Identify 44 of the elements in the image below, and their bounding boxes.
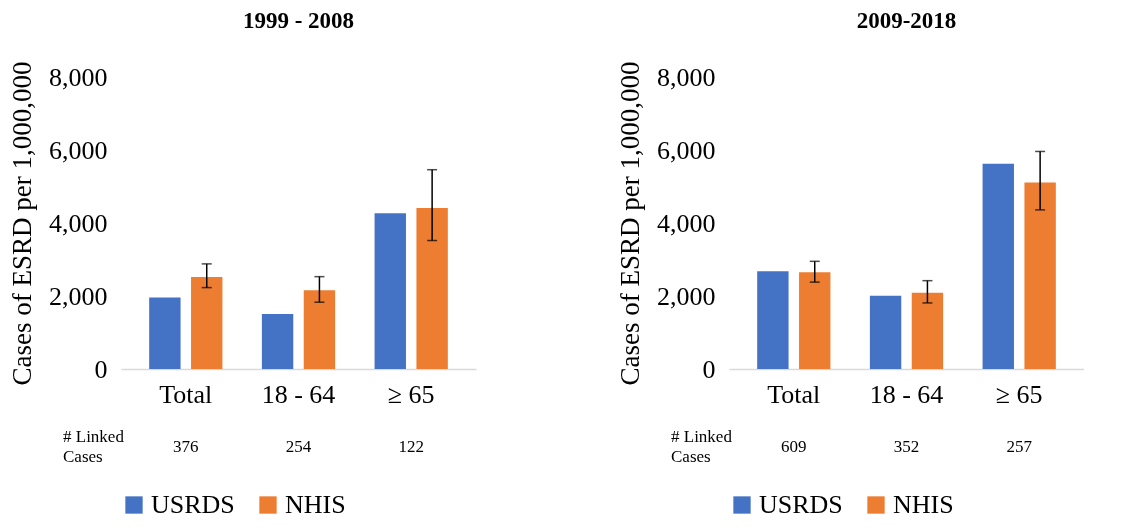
bar xyxy=(149,297,181,369)
x-tick-label: 18 - 64 xyxy=(869,379,944,409)
y-axis-title: Cases of ESRD per 1,000,000 xyxy=(7,61,37,386)
bar xyxy=(191,277,223,369)
legend-label: NHIS xyxy=(893,490,954,519)
chart-title: 2009-2018 xyxy=(856,8,957,34)
x-tick-label: ≥ 65 xyxy=(995,379,1043,409)
text: 376 xyxy=(173,437,199,456)
y-tick-label: 2,000 xyxy=(49,281,108,311)
chart-title: 1999 - 2008 xyxy=(242,8,355,34)
y-tick-label: 8,000 xyxy=(657,62,716,92)
x-tick-label: Total xyxy=(767,379,821,409)
y-tick-label: 8,000 xyxy=(49,62,108,92)
y-tick-label: 0 xyxy=(702,354,716,384)
bar xyxy=(757,271,789,369)
text: 352 xyxy=(893,437,920,456)
y-axis-title: Cases of ESRD per 1,000,000 xyxy=(615,61,645,386)
bar xyxy=(374,213,406,369)
legend-label: NHIS xyxy=(285,490,346,519)
legend-label: USRDS xyxy=(759,490,843,519)
bar xyxy=(911,292,944,369)
y-tick-label: 6,000 xyxy=(49,135,108,165)
y-tick-label: 4,000 xyxy=(49,208,108,238)
legend-label: USRDS xyxy=(151,490,235,519)
y-tick-label: 6,000 xyxy=(657,135,716,165)
text: 609 xyxy=(781,437,807,456)
y-tick-label: 0 xyxy=(94,354,108,384)
y-tick-label: 4,000 xyxy=(657,208,716,238)
text: 254 xyxy=(285,437,312,456)
text: # Linked Cases xyxy=(671,427,733,466)
bar xyxy=(1024,182,1056,369)
bar xyxy=(982,163,1014,369)
x-tick-label: ≥ 65 xyxy=(387,379,435,409)
bar xyxy=(799,272,831,369)
bar xyxy=(303,290,336,369)
text: 122 xyxy=(398,437,424,456)
y-tick-label: 2,000 xyxy=(657,281,716,311)
x-tick-label: 18 - 64 xyxy=(261,379,336,409)
bar xyxy=(261,313,294,369)
text: 257 xyxy=(1006,437,1033,456)
x-tick-label: Total xyxy=(159,379,213,409)
bar xyxy=(869,295,902,369)
bar xyxy=(416,208,448,369)
text: # Linked Cases xyxy=(63,427,125,466)
